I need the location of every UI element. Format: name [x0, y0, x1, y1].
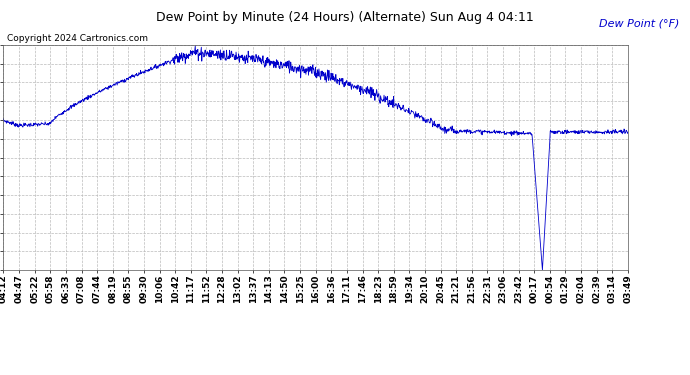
Text: Copyright 2024 Cartronics.com: Copyright 2024 Cartronics.com — [7, 34, 148, 43]
Text: Dew Point (°F): Dew Point (°F) — [600, 19, 680, 29]
Text: Dew Point by Minute (24 Hours) (Alternate) Sun Aug 4 04:11: Dew Point by Minute (24 Hours) (Alternat… — [156, 11, 534, 24]
